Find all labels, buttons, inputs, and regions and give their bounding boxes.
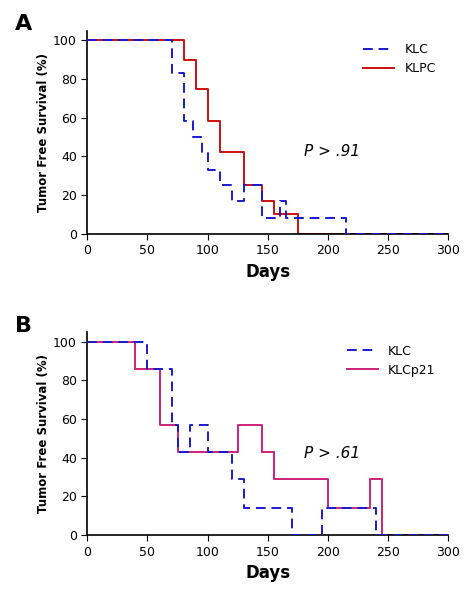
Legend: KLC, KLPC: KLC, KLPC: [357, 37, 442, 82]
Legend: KLC, KLCp21: KLC, KLCp21: [341, 339, 442, 383]
Y-axis label: Tumor Free Survival (%): Tumor Free Survival (%): [37, 354, 50, 513]
Text: P > .61: P > .61: [304, 446, 360, 461]
Text: B: B: [15, 316, 32, 336]
Y-axis label: Tumor Free Survival (%): Tumor Free Survival (%): [37, 52, 50, 212]
Text: A: A: [15, 14, 32, 35]
Text: P > .91: P > .91: [304, 144, 360, 160]
X-axis label: Days: Days: [245, 263, 291, 281]
X-axis label: Days: Days: [245, 564, 291, 582]
